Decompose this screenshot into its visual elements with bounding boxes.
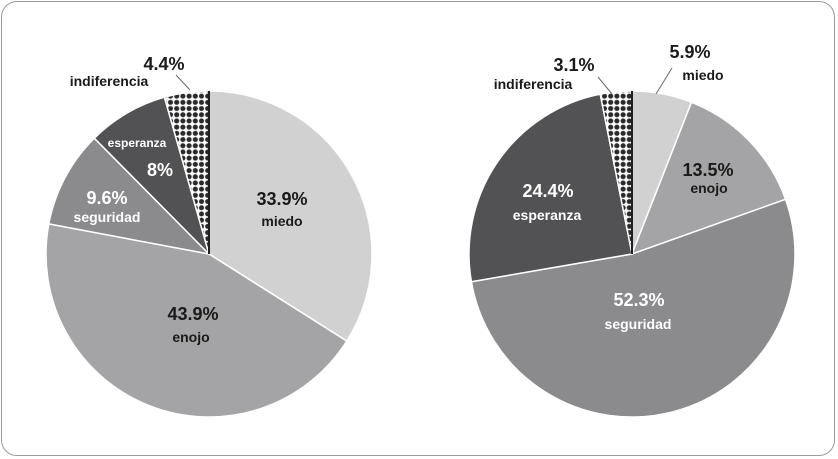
slice-name-label: esperanza: [513, 207, 582, 223]
pie-slice-seguridad: [470, 198, 796, 418]
leader-line: [175, 74, 191, 91]
slice-value-label: 9.6%: [86, 188, 127, 208]
slice-value-label: 43.9%: [167, 304, 218, 324]
slice-name-label: seguridad: [74, 209, 141, 225]
slice-value-label: 52.3%: [613, 290, 664, 310]
leader-line: [597, 76, 613, 95]
pie-chart-left: [45, 90, 373, 418]
pie-chart-right-labels: 5.9% miedo 13.5% enojo 52.3% seguridad 2…: [494, 42, 734, 332]
slice-value-label: 4.4%: [143, 54, 184, 74]
slice-value-label: 5.9%: [669, 42, 710, 62]
slice-name-label: indiferencia: [70, 73, 149, 89]
slice-value-label: 24.4%: [522, 181, 573, 201]
pie-slice-miedo: [208, 90, 373, 343]
pie-slice-esperanza: [468, 93, 633, 283]
slice-name-label: enojo: [690, 180, 727, 196]
slice-name-label: seguridad: [605, 316, 672, 332]
pie-chart-left-labels: 33.9% miedo 43.9% enojo 9.6% seguridad e…: [70, 54, 308, 345]
slice-value-label: 33.9%: [256, 189, 307, 209]
pie-chart-right: [468, 90, 796, 418]
slice-value-label: 13.5%: [682, 160, 733, 180]
pie-slice-enojo: [630, 101, 787, 256]
slice-name-label: indiferencia: [494, 76, 573, 92]
slice-name-label: miedo: [682, 67, 723, 83]
slice-name-label: enojo: [172, 329, 209, 345]
pie-slice-enojo: [45, 223, 348, 418]
slice-value-label: 8%: [147, 160, 173, 180]
slice-name-label: miedo: [261, 213, 302, 229]
slice-name-label: esperanza: [108, 136, 167, 150]
leader-line: [655, 67, 673, 95]
slice-value-label: 3.1%: [553, 55, 594, 75]
pie-slice-seguridad: [47, 137, 212, 256]
